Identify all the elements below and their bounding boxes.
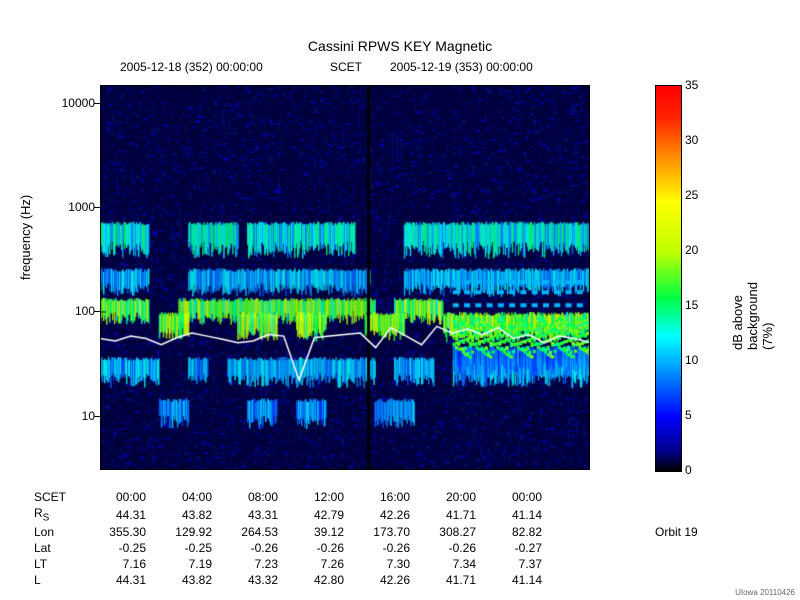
ephem-cell: -0.26 xyxy=(414,541,478,555)
y-axis-label: frequency (Hz) xyxy=(18,195,33,280)
ephem-cell: -0.27 xyxy=(480,541,544,555)
ephem-cell: 41.14 xyxy=(480,573,544,587)
spectrogram-plot xyxy=(100,85,590,470)
ephem-cell: 7.23 xyxy=(216,557,280,571)
ephem-cell: 82.82 xyxy=(480,525,544,539)
ephem-cell: 00:00 xyxy=(84,490,148,504)
ephem-cell: 12:00 xyxy=(282,490,346,504)
ephem-cell: -0.26 xyxy=(348,541,412,555)
ephem-row-header: L xyxy=(32,573,82,587)
ephem-cell: 308.27 xyxy=(414,525,478,539)
colorbar-tick: 20 xyxy=(685,243,698,257)
subtitle-left: 2005-12-18 (352) 00:00:00 xyxy=(120,60,263,74)
colorbar-tick: 25 xyxy=(685,188,698,202)
y-tick-label: 10 xyxy=(45,409,95,423)
ephem-cell: 41.71 xyxy=(414,506,478,523)
ephem-row-header: SCET xyxy=(32,490,82,504)
ephem-cell: 355.30 xyxy=(84,525,148,539)
colorbar-tick: 5 xyxy=(685,408,692,422)
footer-text: UIowa 20110426 xyxy=(735,588,795,597)
colorbar-tick: 15 xyxy=(685,298,698,312)
ephem-cell: 42.80 xyxy=(282,573,346,587)
ephem-row-header: Lon xyxy=(32,525,82,539)
ephem-row-header: Lat xyxy=(32,541,82,555)
colorbar-label: dB above background (7%) xyxy=(730,280,775,350)
ephem-row-header: RS xyxy=(32,506,82,523)
ephem-cell: 7.26 xyxy=(282,557,346,571)
ephem-cell: 08:00 xyxy=(216,490,280,504)
colorbar-tick: 0 xyxy=(685,463,692,477)
spectrogram-canvas xyxy=(100,85,590,470)
colorbar-tick: 10 xyxy=(685,353,698,367)
ephem-cell: 16:00 xyxy=(348,490,412,504)
y-tick-label: 1000 xyxy=(45,200,95,214)
y-tick-label: 100 xyxy=(45,304,95,318)
ephem-cell: -0.25 xyxy=(84,541,148,555)
ephem-cell: 41.71 xyxy=(414,573,478,587)
ephem-cell: 42.26 xyxy=(348,506,412,523)
ephem-cell: 42.26 xyxy=(348,573,412,587)
ephem-cell: 7.30 xyxy=(348,557,412,571)
ephem-cell: 44.31 xyxy=(84,573,148,587)
ephem-cell: -0.25 xyxy=(150,541,214,555)
orbit-label: Orbit 19 xyxy=(655,525,698,539)
colorbar-tick: 35 xyxy=(685,78,698,92)
ephem-cell: 264.53 xyxy=(216,525,280,539)
y-tick-label: 10000 xyxy=(45,96,95,110)
ephem-cell: 43.82 xyxy=(150,573,214,587)
ephem-cell: 20:00 xyxy=(414,490,478,504)
ephem-cell: 42.79 xyxy=(282,506,346,523)
ephem-cell: 43.82 xyxy=(150,506,214,523)
ephemeris-table: SCET00:0004:0008:0012:0016:0020:0000:00R… xyxy=(30,488,546,589)
ephem-cell: 04:00 xyxy=(150,490,214,504)
ephem-row-header: LT xyxy=(32,557,82,571)
ephem-cell: 7.37 xyxy=(480,557,544,571)
colorbar xyxy=(655,85,682,472)
ephem-cell: 43.32 xyxy=(216,573,280,587)
ephem-cell: 7.34 xyxy=(414,557,478,571)
ephem-cell: 39.12 xyxy=(282,525,346,539)
ephem-cell: 7.16 xyxy=(84,557,148,571)
subtitle-mid: SCET xyxy=(330,60,362,74)
ephem-cell: -0.26 xyxy=(282,541,346,555)
ephem-cell: 43.31 xyxy=(216,506,280,523)
ephem-cell: 129.92 xyxy=(150,525,214,539)
colorbar-tick: 30 xyxy=(685,133,698,147)
ephem-cell: 173.70 xyxy=(348,525,412,539)
ephem-cell: 7.19 xyxy=(150,557,214,571)
subtitle-right: 2005-12-19 (353) 00:00:00 xyxy=(390,60,533,74)
ephem-cell: 41.14 xyxy=(480,506,544,523)
figure-container: Cassini RPWS KEY Magnetic 2005-12-18 (35… xyxy=(0,0,800,600)
ephem-cell: 44.31 xyxy=(84,506,148,523)
ephem-cell: 00:00 xyxy=(480,490,544,504)
ephem-cell: -0.26 xyxy=(216,541,280,555)
chart-title: Cassini RPWS KEY Magnetic xyxy=(308,38,492,54)
